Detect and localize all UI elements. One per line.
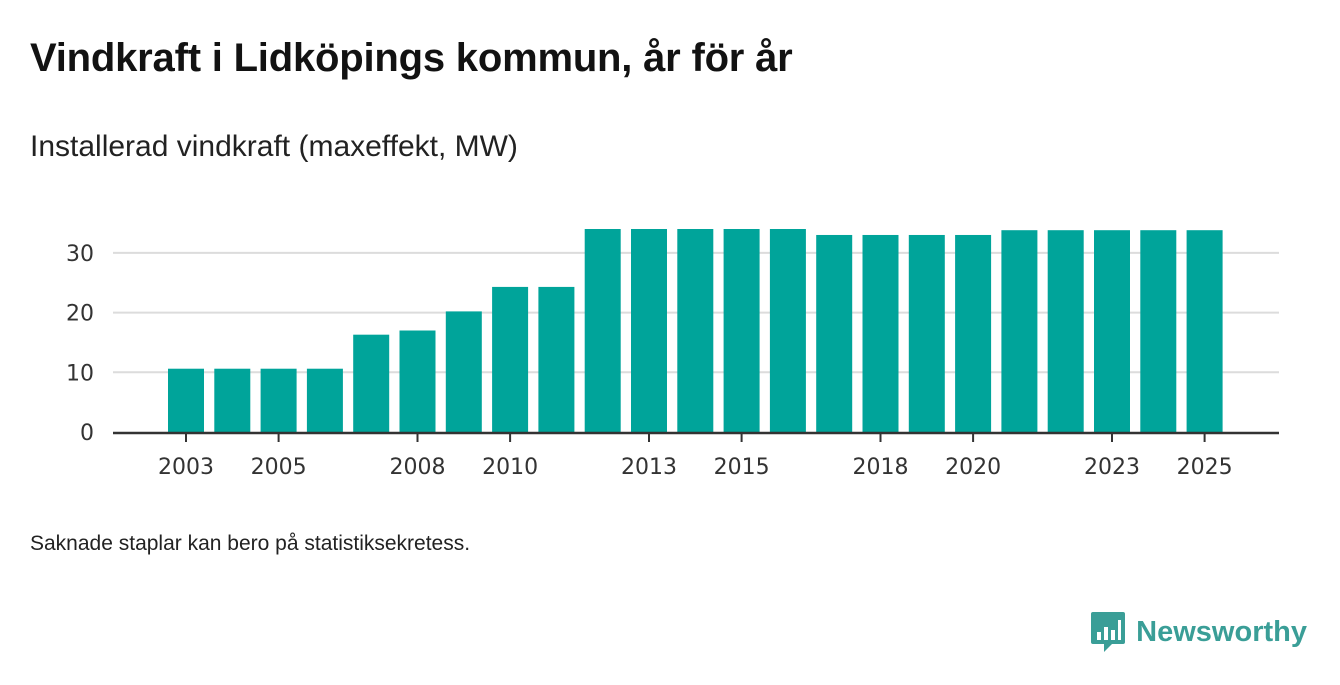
brand-name: Newsworthy: [1136, 615, 1307, 648]
bar-2007: [353, 334, 390, 432]
x-axis: 2003 2005 2008 2010 2013 2015 2018 2020 2023 2025: [113, 431, 1279, 480]
bar-2010: [492, 286, 529, 432]
x-tick-label: 2020: [945, 455, 1001, 480]
bar-2015: [723, 229, 760, 432]
bar-2016: [769, 229, 806, 432]
bar-2023: [1094, 230, 1130, 432]
y-tick-label: 0: [80, 421, 94, 446]
brand: Newsworthy: [1090, 610, 1307, 654]
bar-2013: [631, 229, 667, 432]
x-tick-label: 2008: [390, 455, 446, 480]
bar-2018: [862, 234, 899, 432]
x-tick-label: 2015: [714, 455, 770, 480]
bar-2008: [399, 330, 436, 432]
y-tick-label: 20: [66, 302, 94, 327]
bar-2011: [538, 286, 575, 432]
chart-subtitle: Installerad vindkraft (maxeffekt, MW): [30, 130, 518, 163]
x-tick-label: 2010: [482, 455, 538, 480]
bar-2012: [584, 229, 621, 432]
bar-2003: [168, 368, 204, 432]
x-tick-label: 2005: [251, 455, 307, 480]
bar-2020: [955, 234, 992, 432]
x-tick-label: 2018: [853, 455, 909, 480]
bar-2022: [1047, 230, 1084, 432]
bar-2024: [1140, 230, 1177, 432]
y-axis-labels: 0 10 20 30: [66, 242, 94, 446]
bar-chart: 0 10 20 30 2003 2005 2008 2010 2013 2015 2018 2020…: [66, 229, 1279, 480]
x-tick-label: 2025: [1177, 455, 1233, 480]
footnote: Saknade staplar kan bero på statistiksek…: [30, 532, 471, 555]
bars: [168, 229, 1223, 432]
bar-2004: [214, 368, 251, 432]
x-tick-label: 2003: [158, 455, 214, 480]
bar-2017: [816, 234, 853, 432]
bar-2021: [1001, 230, 1038, 432]
newsworthy-logo-icon: [1091, 612, 1126, 652]
bar-2025: [1186, 230, 1223, 432]
bar-2019: [908, 234, 945, 432]
chart-title: Vindkraft i Lidköpings kommun, år för år: [30, 36, 793, 80]
bar-2005: [260, 368, 297, 432]
x-tick-label: 2013: [621, 455, 677, 480]
bar-2009: [445, 311, 482, 432]
bar-2006: [306, 368, 343, 432]
x-tick-label: 2023: [1084, 455, 1140, 480]
bar-2014: [677, 229, 714, 432]
y-tick-label: 30: [66, 242, 94, 267]
y-tick-label: 10: [66, 361, 94, 386]
